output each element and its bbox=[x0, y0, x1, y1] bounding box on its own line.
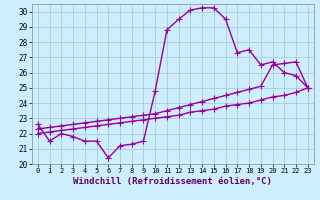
X-axis label: Windchill (Refroidissement éolien,°C): Windchill (Refroidissement éolien,°C) bbox=[73, 177, 272, 186]
